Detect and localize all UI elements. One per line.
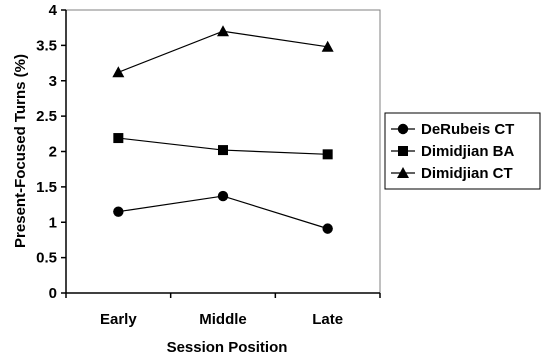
x-tick-label: Early: [100, 311, 137, 328]
y-axis-title: Present-Focused Turns (%): [12, 54, 29, 248]
series-derubeis-ct: [113, 190, 333, 234]
data-point: [217, 190, 229, 202]
data-point: [112, 66, 125, 78]
y-tick-label: 0: [49, 285, 57, 302]
y-tick-label: 0.5: [36, 250, 57, 267]
x-tick-label: Late: [312, 311, 343, 328]
y-axis: 0 0.5 1 1.5 2 2.5 3 3.5 4: [36, 2, 66, 302]
legend-item: DeRubeis CT: [391, 121, 514, 138]
legend-label: DeRubeis CT: [421, 121, 514, 138]
legend-marker: [397, 123, 409, 135]
y-tick-label: 3: [49, 73, 57, 90]
y-tick-label: 1: [49, 214, 57, 231]
x-axis-title: Session Position: [167, 339, 288, 356]
data-point: [113, 206, 124, 217]
y-tick-label: 2.5: [36, 108, 57, 125]
legend-label: Dimidjian BA: [421, 143, 515, 160]
data-point: [321, 40, 334, 52]
legend: DeRubeis CT Dimidjian BA Dimidjian CT: [384, 112, 541, 190]
legend-label: Dimidjian CT: [421, 165, 513, 182]
series-dimidjian-ba: [113, 133, 333, 160]
series-layer: [112, 25, 334, 234]
data-point: [113, 133, 124, 144]
y-tick-label: 4: [49, 2, 58, 19]
y-tick-label: 1.5: [36, 179, 57, 196]
data-point: [218, 145, 228, 156]
data-point: [322, 223, 333, 234]
legend-item: Dimidjian BA: [391, 143, 515, 160]
series-dimidjian-ct: [112, 25, 334, 78]
data-point: [322, 149, 333, 160]
legend-marker: [398, 146, 408, 156]
x-tick-label: Middle: [199, 311, 247, 328]
series-line: [118, 30, 328, 73]
x-axis: Early Middle Late: [65, 293, 381, 328]
legend-item: Dimidjian CT: [391, 165, 513, 182]
y-tick-label: 2: [49, 144, 57, 161]
legend-marker: [397, 167, 409, 178]
data-point: [217, 25, 229, 37]
y-tick-label: 3.5: [36, 37, 57, 54]
